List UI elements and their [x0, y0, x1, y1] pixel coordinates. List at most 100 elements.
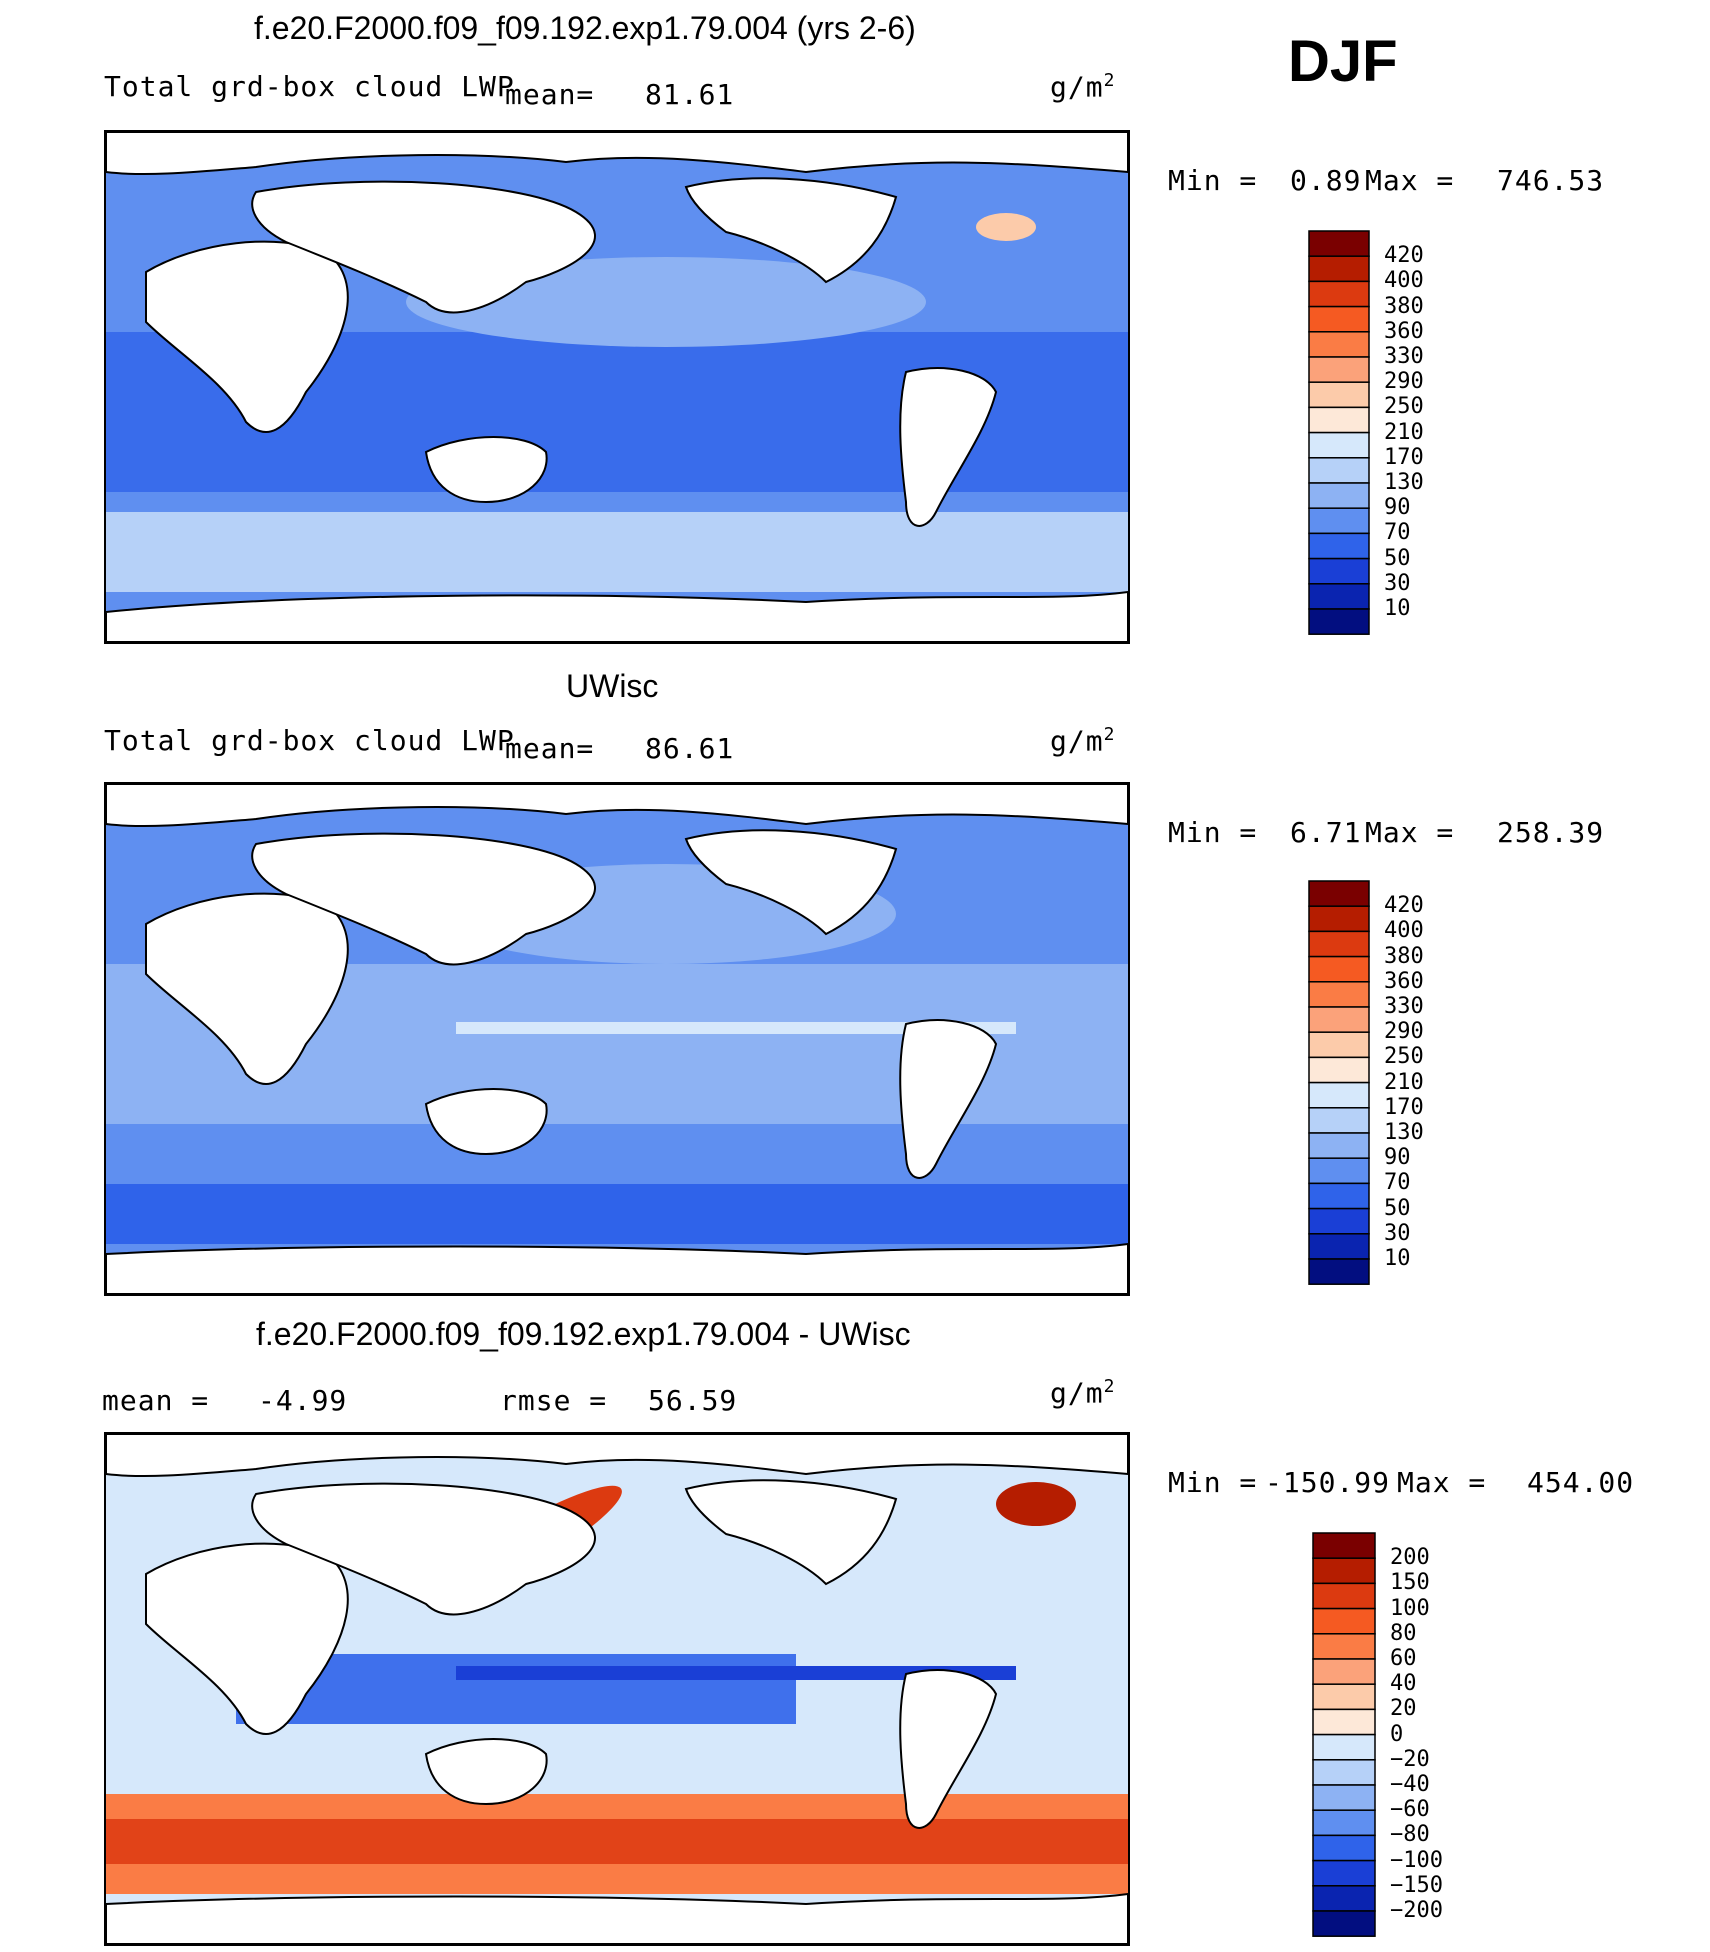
panel1-max-label: Max = [1365, 164, 1455, 197]
colorbar-svg [1312, 1532, 1376, 1937]
panel1-units: g/m2 [1050, 70, 1116, 104]
colorbar-segment [1312, 1532, 1376, 1559]
colorbar-tick-label: 0 [1390, 1721, 1404, 1747]
colorbar-tick-label: 40 [1390, 1671, 1417, 1697]
colorbar-segment [1308, 1081, 1370, 1109]
colorbar-segment [1308, 1056, 1370, 1084]
panel3-land [106, 1434, 1128, 1944]
colorbar-tick-label: 70 [1384, 1170, 1411, 1196]
panel3-rmse-label: rmse = [500, 1384, 608, 1417]
colorbar-segment [1308, 331, 1370, 358]
colorbar-tick-label: 210 [1384, 419, 1424, 445]
colorbar-segment [1308, 1182, 1370, 1210]
colorbar-tick-label: 170 [1384, 1094, 1424, 1120]
panel3-itcz-negative [456, 1666, 1016, 1680]
colorbar-segment [1308, 255, 1370, 283]
panel3-southern-core [106, 1819, 1128, 1864]
colorbar-tick-label: −100 [1390, 1847, 1443, 1873]
panel2-land [106, 784, 1128, 1294]
colorbar-segment [1308, 305, 1370, 333]
colorbar-tick-label: 70 [1384, 520, 1411, 546]
colorbar-svg [1308, 230, 1370, 635]
colorbar-segment [1308, 457, 1370, 484]
panel2-map [104, 782, 1130, 1296]
colorbar-segment [1308, 930, 1370, 958]
colorbar-segment [1312, 1658, 1376, 1685]
panel2-units: g/m2 [1050, 724, 1116, 758]
panel1-min-value: 0.89 [1290, 164, 1362, 197]
panel3-map-svg [106, 1434, 1128, 1944]
colorbar-segment [1312, 1683, 1376, 1711]
panel1-variable-label: Total grd-box cloud LWP [104, 70, 515, 103]
colorbar-tick-label: −40 [1390, 1772, 1430, 1797]
colorbar-tick-label: 60 [1390, 1646, 1417, 1671]
colorbar-segment [1312, 1784, 1376, 1811]
colorbar-segment [1312, 1809, 1376, 1837]
panel3-units: g/m2 [1050, 1376, 1116, 1410]
colorbar-tick-label: 20 [1390, 1696, 1417, 1722]
panel3-mean-label: mean = [102, 1384, 210, 1417]
colorbar-segment [1308, 981, 1370, 1008]
panel3-atlantic-positive [996, 1482, 1076, 1526]
colorbar-segment [1312, 1557, 1376, 1585]
panel1-atlantic-max [976, 213, 1036, 241]
colorbar-tick-label: 50 [1384, 545, 1411, 571]
colorbar-tick-label: 380 [1384, 943, 1424, 969]
panel1-land [106, 132, 1128, 642]
colorbar-segment [1308, 880, 1370, 907]
colorbar-tick-label: 210 [1384, 1069, 1424, 1095]
colorbar-tick-label: 90 [1384, 1145, 1411, 1171]
panel3-map [104, 1432, 1130, 1946]
colorbar-segment [1308, 955, 1370, 983]
panel2-max-value: 258.39 [1497, 816, 1605, 849]
colorbar-segment [1308, 406, 1370, 434]
colorbar-segment [1312, 1834, 1376, 1862]
panel3-mean-value: -4.99 [258, 1384, 348, 1417]
colorbar-tick-label: 250 [1384, 1044, 1424, 1070]
colorbar-tick-label: 10 [1384, 1246, 1411, 1271]
colorbar-tick-label: −60 [1390, 1797, 1430, 1823]
colorbar-tick-label: 360 [1384, 968, 1424, 994]
colorbar-segment [1312, 1733, 1376, 1761]
colorbar-tick-label: 330 [1384, 994, 1424, 1019]
colorbar-tick-label: −200 [1390, 1898, 1443, 1923]
panel1-map [104, 130, 1130, 644]
colorbar-segment [1308, 1107, 1370, 1134]
colorbar-tick-label: −20 [1390, 1746, 1430, 1772]
colorbar-tick-label: 360 [1384, 318, 1424, 344]
colorbar-segment [1308, 431, 1370, 459]
panel1-max-value: 746.53 [1497, 164, 1605, 197]
colorbar-tick-label: 380 [1384, 293, 1424, 319]
panel1-title: f.e20.F2000.f09_f09.192.exp1.79.004 (yrs… [254, 10, 916, 46]
colorbar-segment [1312, 1910, 1376, 1937]
colorbar-segment [1308, 1207, 1370, 1235]
colorbar-segment [1308, 557, 1370, 585]
colorbar-tick-label: 90 [1384, 495, 1411, 521]
colorbar-segment [1312, 1759, 1376, 1786]
colorbar-segment [1308, 356, 1370, 383]
panel2-max-label: Max = [1365, 816, 1455, 849]
panel3-max-label: Max = [1397, 1466, 1487, 1499]
colorbar-tick-label: 400 [1384, 918, 1424, 944]
panel2-variable-label: Total grd-box cloud LWP [104, 724, 515, 757]
colorbar-segment [1312, 1885, 1376, 1912]
panel2-min-label: Min = [1168, 816, 1258, 849]
colorbar-tick-label: 130 [1384, 1120, 1424, 1145]
panel1-min-label: Min = [1168, 164, 1258, 197]
colorbar-tick-label: 170 [1384, 444, 1424, 470]
colorbar-segment [1308, 230, 1370, 257]
colorbar-tick-label: 130 [1384, 470, 1424, 495]
panel2-min-value: 6.71 [1290, 816, 1362, 849]
colorbar-tick-label: 250 [1384, 394, 1424, 420]
colorbar-segment [1308, 1233, 1370, 1260]
colorbar-segment [1308, 608, 1370, 635]
colorbar-tick-label: −80 [1390, 1822, 1430, 1848]
colorbar-segment [1308, 381, 1370, 409]
colorbar-segment [1308, 1006, 1370, 1033]
panel1-mean-value: 81.61 [645, 78, 735, 111]
colorbar-tick-label: 50 [1384, 1195, 1411, 1221]
panel1-mean-label: mean= [505, 78, 595, 111]
colorbar-segment [1308, 905, 1370, 933]
colorbar-tick-label: 420 [1384, 893, 1424, 919]
panel2-map-svg [106, 784, 1128, 1294]
